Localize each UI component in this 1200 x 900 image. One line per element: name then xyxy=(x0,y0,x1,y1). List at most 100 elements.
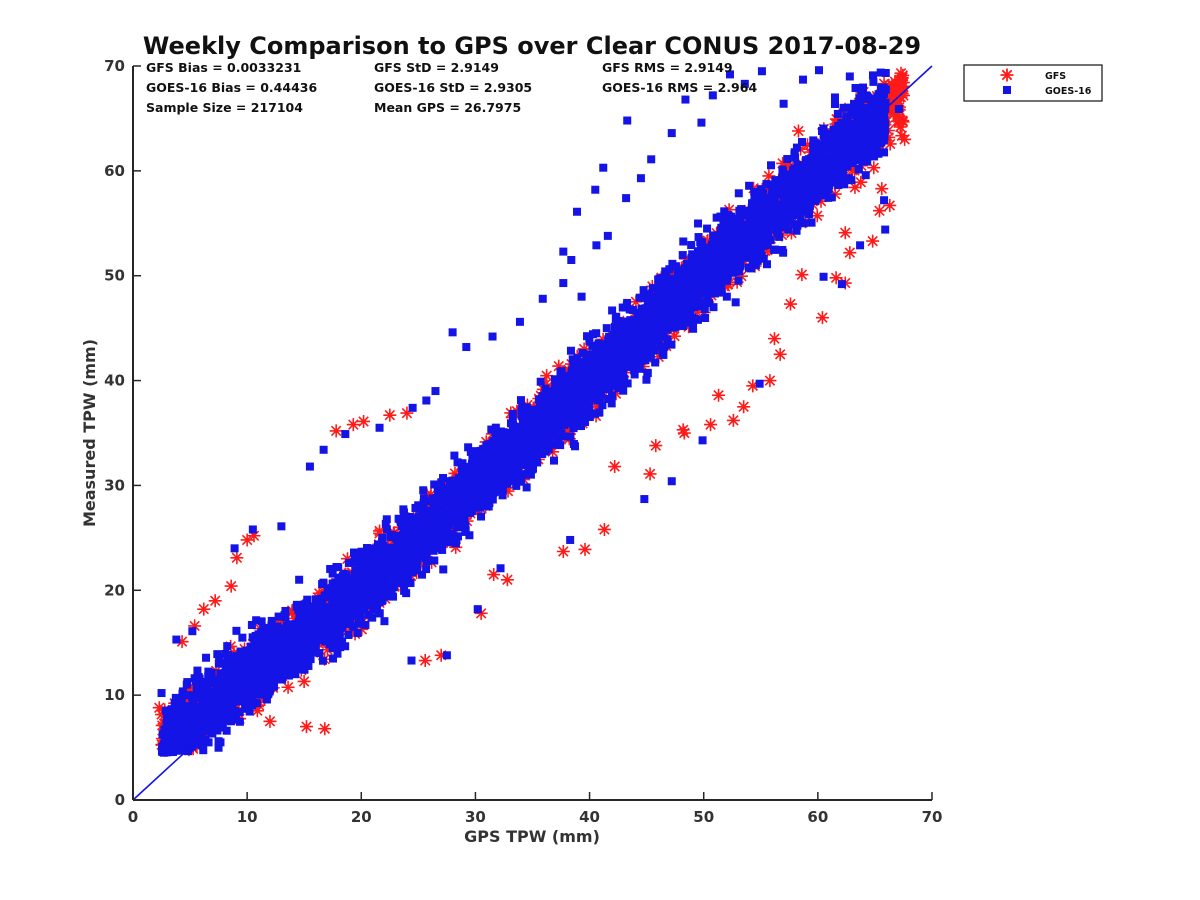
gfs-point xyxy=(882,130,896,144)
goes16-point xyxy=(378,533,387,542)
goes16-point xyxy=(607,399,616,408)
goes16-point xyxy=(453,458,462,467)
goes16-point xyxy=(422,565,431,574)
gfs-point xyxy=(250,704,264,718)
goes16-point xyxy=(663,335,672,344)
goes16-point xyxy=(295,663,304,672)
gfs-point xyxy=(434,648,448,662)
goes16-point xyxy=(334,563,343,572)
gfs-point xyxy=(355,622,369,636)
gfs-point xyxy=(800,138,814,152)
gfs-point xyxy=(329,424,343,438)
goes16-point xyxy=(373,540,382,549)
gfs-point xyxy=(152,701,166,715)
goes16-point xyxy=(770,245,779,254)
goes16-point xyxy=(694,233,703,242)
goes16-point xyxy=(809,136,818,145)
gfs-point xyxy=(890,108,904,122)
goes16-point xyxy=(295,609,304,618)
gfs-point xyxy=(883,198,897,212)
gfs-point xyxy=(726,413,740,427)
gfs-point xyxy=(848,180,862,194)
gfs-point xyxy=(556,544,570,558)
goes16-point xyxy=(439,474,448,483)
goes16-point xyxy=(792,143,801,152)
goes16-point xyxy=(566,346,575,355)
goes16-point xyxy=(252,616,261,625)
gfs-point xyxy=(643,467,657,481)
goes16-point xyxy=(554,436,563,445)
gfs-point xyxy=(608,460,622,474)
gfs-point xyxy=(285,606,299,620)
goes16-point xyxy=(399,512,408,521)
goes16-point xyxy=(487,425,496,434)
gfs-point xyxy=(181,694,195,708)
goes16-point xyxy=(214,737,223,746)
goes16-point xyxy=(743,253,752,262)
goes16-point xyxy=(767,161,776,170)
gfs-point xyxy=(247,529,261,543)
gfs-point xyxy=(649,439,663,453)
gfs-point xyxy=(629,295,643,309)
gfs-point xyxy=(838,226,852,240)
gfs-point xyxy=(510,404,524,418)
gfs-point xyxy=(321,643,335,657)
gfs-point xyxy=(890,78,904,92)
gfs-point xyxy=(895,71,909,85)
goes16-point xyxy=(372,545,381,554)
goes16-point xyxy=(656,342,665,351)
goes16-point xyxy=(779,248,788,257)
goes16-point xyxy=(654,287,663,296)
gfs-point xyxy=(872,204,886,218)
goes16-point xyxy=(491,423,500,432)
gfs-point xyxy=(224,579,238,593)
goes16-point xyxy=(170,698,179,707)
gfs-point xyxy=(418,654,432,668)
goes16-point xyxy=(257,690,266,699)
goes16-point xyxy=(267,616,276,625)
goes16-point xyxy=(439,565,448,574)
goes16-point xyxy=(411,503,420,512)
gfs-point xyxy=(795,268,809,282)
goes16-point xyxy=(516,396,525,405)
gfs-point xyxy=(815,311,829,325)
goes16-point xyxy=(796,211,805,220)
goes16-point xyxy=(461,522,470,531)
goes16-point xyxy=(295,575,304,584)
goes16-point xyxy=(876,68,885,77)
goes16-point xyxy=(668,259,677,268)
goes16-point xyxy=(783,155,792,164)
goes16-point xyxy=(357,554,366,563)
gfs-point xyxy=(737,400,751,414)
goes16-point xyxy=(438,545,447,554)
goes16-point xyxy=(639,286,648,295)
goes16-point xyxy=(737,205,746,214)
gfs-point xyxy=(866,234,880,248)
goes16-point xyxy=(381,519,390,528)
gfs-point xyxy=(791,124,805,138)
gfs-point xyxy=(867,161,881,175)
goes16-point xyxy=(368,600,377,609)
gfs-point xyxy=(854,175,868,189)
goes16-point xyxy=(857,147,866,156)
gfs-point xyxy=(449,540,463,554)
gfs-point xyxy=(609,387,623,401)
gfs-point xyxy=(188,619,202,633)
goes16-point xyxy=(651,358,660,367)
gfs-point xyxy=(208,594,222,608)
gfs-point xyxy=(175,635,189,649)
goes16-point xyxy=(239,674,248,683)
goes16-point xyxy=(465,531,474,540)
goes16-point xyxy=(654,275,663,284)
gfs-point xyxy=(297,674,311,688)
goes16-point xyxy=(222,726,231,735)
gfs-point xyxy=(758,244,772,258)
goes16-point xyxy=(573,354,582,363)
goes16-point xyxy=(235,717,244,726)
goes16-point xyxy=(833,109,842,118)
gfs-point xyxy=(474,606,488,620)
gfs-point xyxy=(896,79,910,93)
goes16-point xyxy=(262,695,271,704)
goes16-point xyxy=(550,375,559,384)
